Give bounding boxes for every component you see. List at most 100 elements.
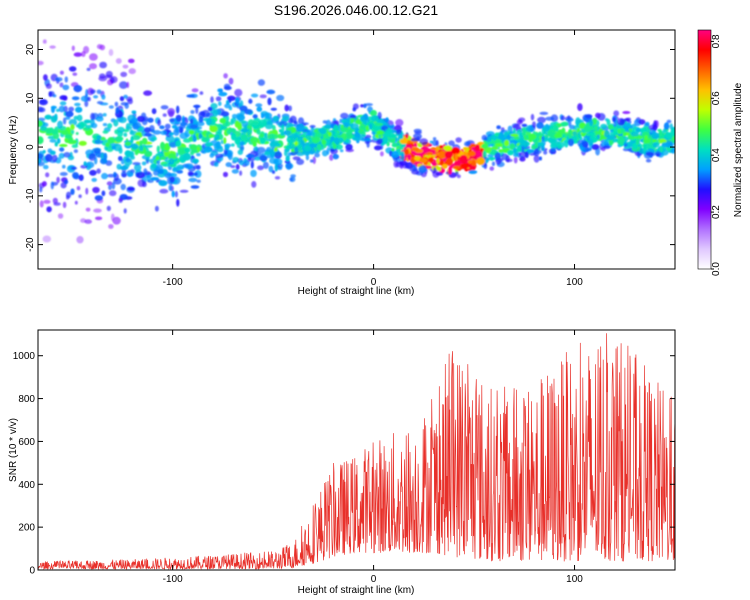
heatmap-cell — [550, 142, 556, 149]
heatmap-cell — [154, 205, 159, 212]
heatmap-cell — [451, 147, 461, 155]
heatmap-cell — [652, 124, 658, 131]
heatmap-cell — [577, 133, 582, 139]
heatmap-cell — [513, 152, 519, 157]
heatmap-cell — [309, 143, 318, 148]
heatmap-cell — [623, 118, 630, 122]
heatmap-cell — [428, 156, 434, 163]
heatmap-cell — [456, 174, 461, 179]
heatmap-cell — [143, 127, 152, 133]
heatmap-cell — [137, 179, 146, 188]
heatmap-cell — [188, 130, 195, 135]
heatmap-cell — [125, 123, 130, 129]
heatmap-cell — [663, 122, 670, 130]
heatmap-cell — [641, 131, 650, 140]
heatmap-cell — [195, 121, 205, 127]
heatmap-cell — [461, 163, 469, 169]
heatmap-cell — [584, 147, 592, 152]
heatmap-cell — [441, 163, 448, 169]
heatmap-cell — [42, 181, 47, 187]
heatmap-cell — [160, 156, 167, 161]
heatmap-cell — [190, 110, 195, 114]
colorbar: 0.0 0.2 0.4 0.6 0.8 Normalized spectral ampl… — [697, 29, 744, 276]
heatmap-cell — [267, 97, 272, 106]
heatmap-cell — [106, 205, 111, 211]
heatmap-cell — [248, 99, 253, 104]
heatmap-cell — [296, 158, 305, 165]
heatmap-cell — [39, 99, 48, 106]
heatmap-cell — [554, 133, 563, 139]
heatmap-cell — [207, 106, 213, 112]
heatmap-cell — [410, 138, 420, 142]
heatmap-cell — [411, 147, 420, 152]
heatmap-cell — [334, 137, 340, 146]
heatmap-cell — [572, 130, 578, 137]
heatmap-cell — [87, 96, 91, 102]
heatmap-cell — [78, 140, 87, 146]
heatmap-cell — [45, 127, 53, 134]
heatmap-cell — [206, 117, 213, 126]
heatmap-cell — [519, 140, 529, 148]
heatmap-cell — [49, 45, 56, 49]
heatmap-cell — [435, 139, 439, 148]
heatmap-cell — [38, 153, 44, 159]
heatmap-cell — [625, 122, 631, 128]
heatmap-cell — [436, 157, 440, 165]
heatmap-cell — [510, 133, 519, 137]
heatmap-cell — [216, 141, 221, 149]
heatmap-cell — [219, 118, 226, 124]
heatmap-cell — [210, 103, 218, 110]
heatmap-cell — [70, 123, 75, 131]
heatmap-xlabel: Height of straight line (km) — [298, 286, 415, 297]
heatmap-cell — [260, 113, 265, 119]
heatmap-cell — [443, 145, 453, 151]
heatmap-cell — [111, 145, 116, 150]
heatmap-cell — [271, 170, 276, 174]
heatmap-cell — [266, 89, 276, 95]
heatmap-cell — [645, 158, 652, 163]
heatmap-cell — [119, 165, 129, 170]
heatmap-cell — [560, 115, 565, 121]
heatmap-cell — [127, 98, 133, 105]
heatmap-cell — [438, 145, 444, 149]
heatmap-cell — [672, 136, 675, 141]
heatmap-cell — [259, 155, 268, 162]
heatmap-cell — [45, 83, 52, 89]
heatmap-cell — [616, 118, 626, 126]
heatmap-cell — [186, 94, 195, 98]
heatmap-cell — [127, 172, 134, 177]
heatmap-cell — [513, 156, 518, 164]
heatmap-cell — [168, 153, 176, 160]
heatmap-cell — [126, 81, 130, 89]
heatmap-cell — [370, 109, 377, 117]
heatmap-cell — [78, 194, 82, 198]
heatmap-cell — [374, 145, 382, 151]
heatmap-cell — [257, 79, 265, 86]
heatmap-cell — [330, 148, 335, 152]
heatmap-cell — [651, 148, 655, 153]
colorbar-tick-label: 0.0 — [711, 262, 722, 276]
heatmap-cell — [250, 160, 254, 169]
heatmap-cell — [85, 162, 92, 171]
heatmap-cell — [297, 143, 303, 152]
heatmap-cell — [123, 208, 127, 214]
heatmap-cell — [93, 208, 102, 213]
heatmap-cell — [132, 122, 139, 130]
heatmap-cell — [569, 124, 575, 130]
heatmap-cell — [545, 116, 555, 121]
heatmap-cell — [251, 181, 257, 188]
heatmap-cell — [543, 150, 548, 155]
heatmap-cell — [262, 161, 269, 169]
heatmap-cell — [38, 60, 44, 66]
heatmap-cell — [175, 140, 182, 147]
heatmap-cell — [123, 94, 128, 99]
heatmap-cell — [280, 131, 285, 136]
heatmap-cell — [594, 125, 598, 131]
heatmap-cell — [296, 123, 305, 132]
heatmap-cell — [240, 134, 248, 141]
heatmap-cell — [476, 157, 486, 166]
heatmap-cell — [107, 123, 113, 129]
heatmap-cell — [203, 146, 213, 153]
heatmap-cell — [51, 106, 55, 113]
